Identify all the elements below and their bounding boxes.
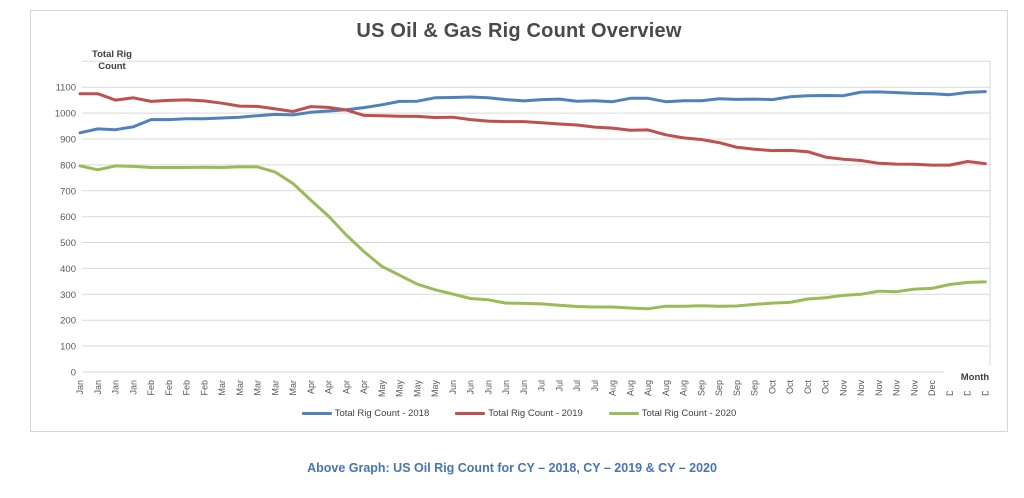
legend-label-total-rig-count-2019: Total Rig Count - 2019 <box>488 407 583 419</box>
svg-text:Oct: Oct <box>767 380 777 395</box>
y-axis-title-line2: Count <box>98 61 126 73</box>
svg-text:Sep: Sep <box>750 380 760 396</box>
line-total-rig-count-2020 <box>78 164 987 311</box>
legend: Total Rig Count - 2018 Total Rig Count - … <box>30 405 1008 421</box>
svg-text:Feb: Feb <box>182 380 192 396</box>
svg-text:200: 200 <box>60 316 76 327</box>
svg-text:0: 0 <box>71 368 76 379</box>
x-axis-title: Month <box>960 372 990 383</box>
svg-text:Nov: Nov <box>874 380 884 397</box>
svg-text:Mar: Mar <box>270 380 280 396</box>
svg-text:Oct: Oct <box>821 380 831 395</box>
chart-frame <box>30 10 1008 432</box>
svg-text:Aug: Aug <box>679 380 689 396</box>
svg-text:Apr: Apr <box>306 380 316 394</box>
svg-text:Nov: Nov <box>892 380 902 397</box>
svg-text:Jun: Jun <box>483 380 493 395</box>
svg-text:Nov: Nov <box>856 380 866 397</box>
svg-text:Sep: Sep <box>732 380 742 396</box>
legend-item-total-rig-count-2018: Total Rig Count - 2018 <box>301 407 430 419</box>
svg-text:Aug: Aug <box>661 380 671 396</box>
legend-label-total-rig-count-2018: Total Rig Count - 2018 <box>334 407 430 419</box>
svg-text:Sep: Sep <box>696 380 706 396</box>
svg-text:600: 600 <box>60 212 76 223</box>
svg-text:Jul: Jul <box>572 380 582 392</box>
line-total-rig-count-2019 <box>78 92 987 167</box>
svg-text:Sep: Sep <box>714 380 724 396</box>
svg-text:Mar: Mar <box>217 380 227 396</box>
svg-text:Jul: Jul <box>590 380 600 392</box>
svg-text:Jun: Jun <box>519 380 529 395</box>
caption: Above Graph: US Oil Rig Count for CY – 2… <box>307 461 717 475</box>
svg-text:300: 300 <box>60 290 76 301</box>
line-total-rig-count-2018 <box>78 90 987 135</box>
svg-text:Oct: Oct <box>785 380 795 395</box>
svg-text:Feb: Feb <box>146 380 156 396</box>
svg-text:Feb: Feb <box>199 380 209 396</box>
svg-text:Aug: Aug <box>625 380 635 396</box>
legend-swatch-total-rig-count-2019 <box>455 411 486 415</box>
y-axis-tick-labels: 0 100 200 300 400 500 600 700 800 900 1000 1100 <box>55 83 76 379</box>
svg-text:Apr: Apr <box>359 380 369 394</box>
svg-text:Mar: Mar <box>235 380 245 396</box>
svg-text:400: 400 <box>60 264 76 275</box>
svg-text:Feb: Feb <box>164 380 174 396</box>
svg-text:Apr: Apr <box>324 380 334 394</box>
gridlines <box>82 60 990 373</box>
svg-text:Jan: Jan <box>93 380 103 395</box>
svg-text:Dec: Dec <box>927 380 937 397</box>
legend-swatch-total-rig-count-2020 <box>608 411 639 415</box>
svg-text:900: 900 <box>60 135 76 146</box>
svg-text:Nov: Nov <box>909 380 919 397</box>
legend-swatch-total-rig-count-2018 <box>301 411 332 415</box>
legend-item-total-rig-count-2019: Total Rig Count - 2019 <box>455 408 583 419</box>
svg-text:Jan: Jan <box>111 380 121 395</box>
svg-text:Mar: Mar <box>288 380 298 396</box>
svg-text:Jun: Jun <box>466 380 476 395</box>
svg-text:Jan: Jan <box>75 380 85 395</box>
svg-text:Aug: Aug <box>643 380 653 396</box>
x-axis-title-box: Month <box>944 366 1006 391</box>
svg-text:Apr: Apr <box>341 380 351 394</box>
svg-text:Jun: Jun <box>501 380 511 395</box>
svg-text:700: 700 <box>60 186 76 197</box>
svg-text:May: May <box>377 380 387 398</box>
svg-text:Nov: Nov <box>838 380 848 397</box>
svg-text:800: 800 <box>60 160 76 171</box>
y-axis-title: Total Rig Count <box>82 49 142 74</box>
svg-text:May: May <box>430 380 440 398</box>
svg-text:1100: 1100 <box>56 83 76 94</box>
y-axis-title-line1: Total Rig <box>92 49 132 60</box>
legend-item-total-rig-count-2020: Total Rig Count - 2020 <box>608 407 737 419</box>
svg-text:Jul: Jul <box>537 380 547 392</box>
svg-text:100: 100 <box>60 342 76 353</box>
svg-text:Mar: Mar <box>253 380 263 396</box>
svg-text:500: 500 <box>60 238 76 249</box>
svg-text:Jan: Jan <box>128 380 138 395</box>
svg-text:May: May <box>412 380 422 398</box>
svg-text:1000: 1000 <box>55 109 76 120</box>
chart-title: US Oil & Gas Rig Count Overview <box>356 20 682 42</box>
svg-text:Jul: Jul <box>554 380 564 392</box>
svg-text:Oct: Oct <box>803 380 813 395</box>
svg-text:Jun: Jun <box>448 380 458 395</box>
svg-text:Aug: Aug <box>608 380 618 396</box>
legend-label-total-rig-count-2020: Total Rig Count - 2020 <box>641 407 737 419</box>
x-axis-tick-labels: Jan Jan Jan Jan Feb Feb Feb Feb Mar Mar Mar Mar Mar A… <box>75 380 990 398</box>
svg-text:May: May <box>395 380 405 398</box>
